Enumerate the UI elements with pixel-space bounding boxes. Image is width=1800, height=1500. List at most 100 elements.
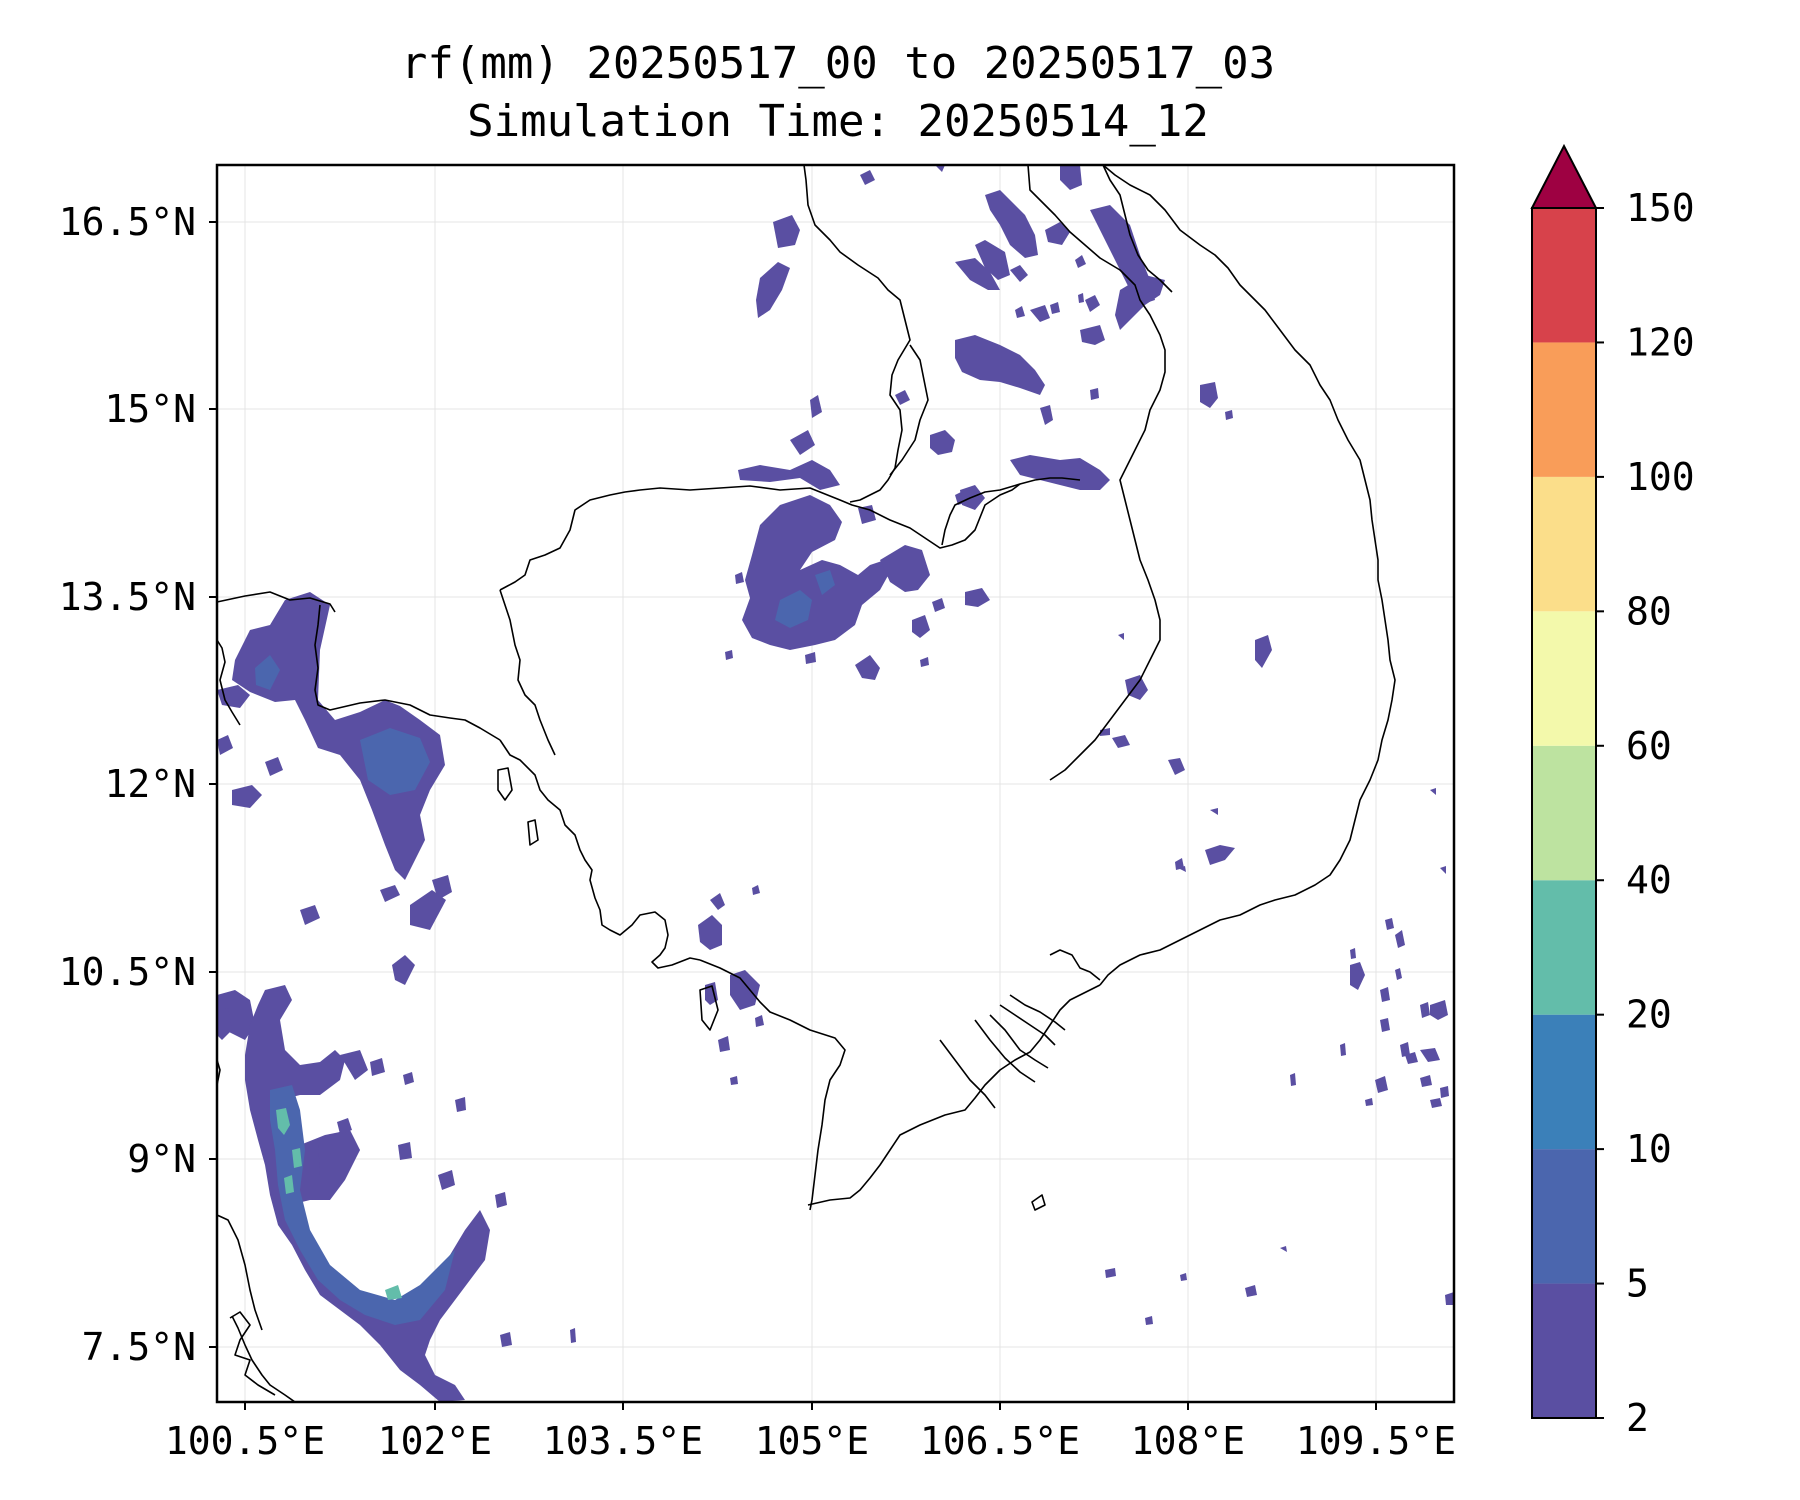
rain-patch [1350,948,1356,959]
rain-patch [880,545,930,592]
rain-patch [912,615,930,638]
coastline [231,1315,296,1403]
lon-tick-label: 106.5°E [920,1419,1080,1463]
rain-patch [725,650,733,660]
rain-patch [392,955,415,985]
border-line [1102,164,1173,293]
lon-tick-label: 100.5°E [165,1419,325,1463]
rain-patch [1395,930,1405,948]
coastline [499,739,701,969]
rain-patch [1430,1098,1442,1108]
lon-tick-label: 108°E [1131,1419,1245,1463]
rain-patch [955,335,1045,395]
rain-patch [965,588,990,607]
rain-patch [1205,845,1235,865]
rain-patch [1010,455,1110,490]
rain-patch [255,655,280,690]
rain-patch [773,215,800,248]
rain-patch [398,1142,412,1160]
colorbar-segment [1532,880,1596,1015]
island [497,767,513,801]
colorbar-segment [1532,611,1596,746]
rain-patch [1375,1076,1388,1093]
island [699,985,719,1031]
coastline [229,1311,276,1396]
lon-tick-label: 103.5°E [543,1419,703,1463]
rain-patch [698,915,722,950]
lon-tick-label: 109.5°E [1296,1419,1456,1463]
rain-patch [975,240,1010,280]
rain-patch [858,505,876,524]
rain-patch [232,592,445,880]
rain-patch [756,262,790,318]
rain-patch [805,652,816,664]
rain-patch [1080,325,1105,345]
rain-patch [1290,1073,1296,1086]
rain-patch [217,685,250,708]
colorbar-tick-label: 60 [1626,724,1672,768]
rain-patch [300,905,320,925]
rain-patch [815,570,835,595]
colorbar-segment [1532,208,1596,343]
rain-patch [985,190,1038,258]
rain-patch [738,460,840,490]
title-line-2: Simulation Time: 20250514_12 [467,96,1209,147]
colorbar-segment [1532,1014,1596,1150]
rain-patch [1030,305,1050,322]
rain-patch [1255,635,1272,668]
rain-patch [455,1097,466,1112]
river-channel [1009,994,1066,1031]
rain-patch [1078,293,1084,303]
rain-patch [1340,1043,1346,1056]
lat-tick-label: 15°N [104,387,196,431]
colorbar-tick-label: 40 [1626,858,1672,902]
border-line [499,477,1081,591]
rain-patch [1090,388,1099,400]
rain-patch [265,757,283,776]
rain-patch [1045,222,1070,245]
rain-patch [895,390,910,405]
rain-patch [755,1015,764,1027]
lat-tick-label: 7.5°N [82,1325,196,1369]
rain-patch [955,258,1000,290]
rain-patch [1395,968,1402,980]
coastline [216,639,241,726]
rain-patch [920,657,929,667]
colorbar-segment [1532,476,1596,612]
colorbar-segment [1532,1149,1596,1284]
rain-patch [1400,1042,1410,1057]
lat-tick-label: 16.5°N [59,200,196,244]
rain-patch [360,728,430,795]
rain-patch [1430,788,1436,795]
rain-patch [730,970,760,1010]
rain-patch [1210,808,1218,815]
coastlines-and-borders [216,164,1396,1403]
rain-patch [403,1072,414,1085]
rain-patch [1365,1098,1373,1106]
coastline [699,959,846,1211]
coastline [807,984,1101,1206]
rain-patch [730,1076,738,1085]
rain-patch [1125,675,1148,700]
rain-patch [1440,866,1446,874]
longitude-axis: 100.5°E 102°E 103.5°E 105°E 106.5°E 108°E 109.… [165,1402,1456,1463]
rain-patch [1085,295,1100,312]
rain-patch [292,1148,302,1168]
rain-patch [318,1130,360,1175]
rain-patch [1010,265,1028,282]
rain-patch [1440,1086,1449,1098]
rain-patch [1200,382,1218,408]
border-line [803,164,911,503]
rainfall-field [217,165,1454,1402]
rain-patch [1180,1273,1187,1281]
rain-patch [217,735,233,755]
rain-patch [410,890,446,930]
colorbar-tick-label: 80 [1626,589,1672,633]
rain-patch [1445,1292,1454,1305]
rain-patch [337,1118,352,1134]
rain-patch [270,1085,455,1325]
coastline [216,1214,263,1331]
colorbar-segment [1532,745,1596,881]
rain-patch [1225,410,1233,420]
